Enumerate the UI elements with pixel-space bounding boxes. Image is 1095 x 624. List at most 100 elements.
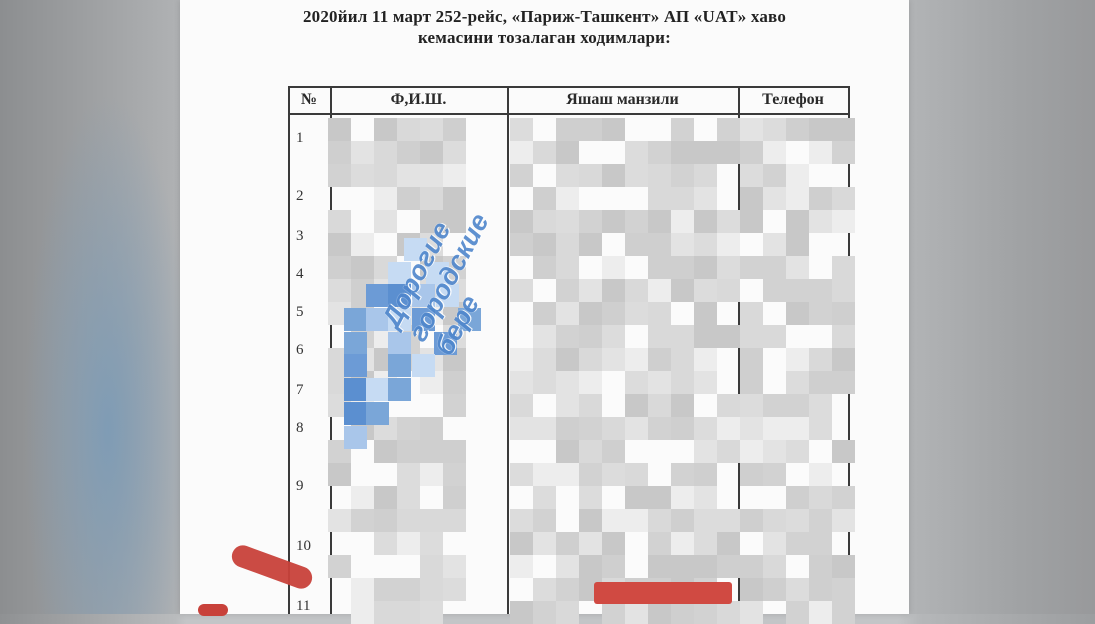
censor-pixel xyxy=(625,417,648,440)
censor-pixel-blue xyxy=(412,354,435,377)
censor-pixel xyxy=(579,555,602,578)
censor-pixel xyxy=(510,509,533,532)
censor-pixel xyxy=(786,118,809,141)
censor-pixel xyxy=(602,509,625,532)
censor-pixel xyxy=(510,348,533,371)
censor-pixel xyxy=(328,118,351,141)
blurred-background-right xyxy=(909,0,1095,614)
censor-pixel xyxy=(832,348,855,371)
row-number: 10 xyxy=(296,538,311,554)
censor-pixel xyxy=(625,348,648,371)
censor-pixel xyxy=(420,417,443,440)
censor-pixel xyxy=(510,371,533,394)
censor-pixel xyxy=(579,348,602,371)
censor-pixel xyxy=(510,141,533,164)
censor-pixel-blue xyxy=(344,332,367,355)
censor-pixel xyxy=(556,256,579,279)
censor-pixel xyxy=(556,555,579,578)
censor-pixel xyxy=(533,601,556,624)
censor-pixel xyxy=(533,578,556,601)
censor-pixel xyxy=(832,509,855,532)
table-top-border xyxy=(288,86,848,88)
censor-pixel-blue xyxy=(344,402,367,425)
censor-pixel xyxy=(533,463,556,486)
censor-pixel xyxy=(533,509,556,532)
censor-pixel xyxy=(717,555,740,578)
censor-pixel xyxy=(832,578,855,601)
censor-pixel xyxy=(694,325,717,348)
censor-pixel xyxy=(809,486,832,509)
censor-pixel xyxy=(443,578,466,601)
censor-pixel xyxy=(533,233,556,256)
censor-pixel xyxy=(740,440,763,463)
censor-pixel xyxy=(625,164,648,187)
censor-pixel xyxy=(648,302,671,325)
table-col-divider-2 xyxy=(507,86,509,614)
censor-pixel xyxy=(351,256,374,279)
censor-pixel xyxy=(786,210,809,233)
censor-pixel xyxy=(443,187,466,210)
censor-pixel xyxy=(510,532,533,555)
censor-pixel xyxy=(625,141,648,164)
censor-pixel xyxy=(579,509,602,532)
censor-pixel xyxy=(420,578,443,601)
document-title-line-2: кемасини тозалаган ходимлари: xyxy=(417,28,672,47)
censor-pixel xyxy=(443,118,466,141)
censor-pixel xyxy=(533,210,556,233)
censor-pixel xyxy=(579,463,602,486)
censor-pixel xyxy=(625,233,648,256)
censor-pixel xyxy=(533,532,556,555)
censor-pixel xyxy=(556,210,579,233)
censor-pixel xyxy=(694,555,717,578)
censor-pixel xyxy=(533,187,556,210)
row-number: 4 xyxy=(296,266,304,282)
censor-pixel xyxy=(786,440,809,463)
censor-pixel-blue xyxy=(388,378,411,401)
censor-pixel xyxy=(740,509,763,532)
censor-pixel xyxy=(625,463,648,486)
censor-pixel xyxy=(374,532,397,555)
censor-pixel xyxy=(832,279,855,302)
censor-pixel-blue xyxy=(344,426,367,449)
censor-pixel xyxy=(602,601,625,624)
censor-pixel xyxy=(740,141,763,164)
censor-pixel xyxy=(351,486,374,509)
censor-pixel-blue xyxy=(436,284,459,307)
censor-pixel xyxy=(717,118,740,141)
censor-pixel xyxy=(328,463,351,486)
censor-pixel xyxy=(740,118,763,141)
row-number: 1 xyxy=(296,130,304,146)
censor-pixel xyxy=(671,118,694,141)
censor-pixel xyxy=(809,578,832,601)
censor-pixel xyxy=(443,440,466,463)
censor-pixel xyxy=(809,601,832,624)
censor-pixel xyxy=(443,164,466,187)
censor-pixel-blue xyxy=(366,402,389,425)
censor-pixel xyxy=(832,210,855,233)
censor-pixel xyxy=(328,555,351,578)
censor-pixel xyxy=(420,141,443,164)
censor-pixel xyxy=(786,233,809,256)
censor-pixel xyxy=(740,601,763,624)
row-number: 7 xyxy=(296,382,304,398)
censor-pixel xyxy=(533,486,556,509)
censor-pixel xyxy=(786,371,809,394)
censor-pixel xyxy=(694,509,717,532)
censor-pixel xyxy=(397,440,420,463)
censor-pixel xyxy=(717,256,740,279)
censor-pixel xyxy=(443,394,466,417)
censor-pixel xyxy=(397,417,420,440)
censor-pixel xyxy=(602,210,625,233)
censor-pixel xyxy=(763,187,786,210)
censor-pixel xyxy=(556,417,579,440)
censor-pixel xyxy=(579,486,602,509)
censor-pixel xyxy=(420,601,443,624)
censor-pixel xyxy=(740,555,763,578)
censor-pixel xyxy=(694,302,717,325)
censor-pixel xyxy=(671,371,694,394)
censor-pixel xyxy=(328,210,351,233)
censor-pixel xyxy=(533,417,556,440)
censor-pixel xyxy=(579,371,602,394)
censor-pixel xyxy=(602,279,625,302)
censor-pixel xyxy=(397,118,420,141)
